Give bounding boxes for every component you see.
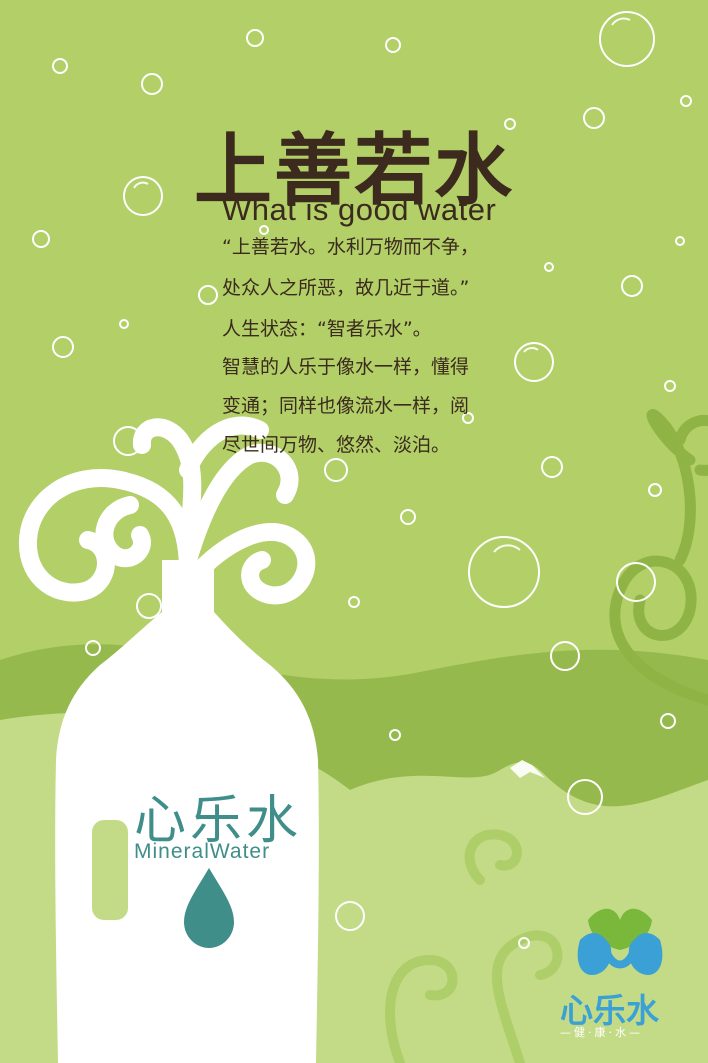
body-line-4: 智慧的人乐于像水一样，懂得 <box>222 356 470 378</box>
bottle-brand-name: 心乐水 <box>134 791 303 851</box>
body-line-3: 人生状态：“智者乐水”。 <box>222 318 432 340</box>
body-line-5: 变通；同样也像流水一样，阅 <box>222 395 470 417</box>
body-line-6: 尽世间万物、悠然、淡泊。 <box>222 434 451 456</box>
poster-title: 上善若水 <box>193 126 514 216</box>
bubbles-decoration <box>32 11 692 949</box>
body-line-1: “上善若水。水利万物而不争， <box>222 236 479 258</box>
water-drop-icon <box>184 868 234 948</box>
bottle-brand-english: MineralWater <box>134 840 271 863</box>
poster-subtitle: What is good water <box>222 192 497 227</box>
leaf-drop-logo-icon <box>577 908 663 975</box>
logo-name: 心乐水 <box>560 991 659 1030</box>
water-bottle <box>18 416 319 1063</box>
logo-tagline: —健·康·水— <box>560 1026 643 1039</box>
right-vine-decoration <box>609 409 708 706</box>
body-line-2: 处众人之所恶，故几近于道。” <box>222 277 470 299</box>
